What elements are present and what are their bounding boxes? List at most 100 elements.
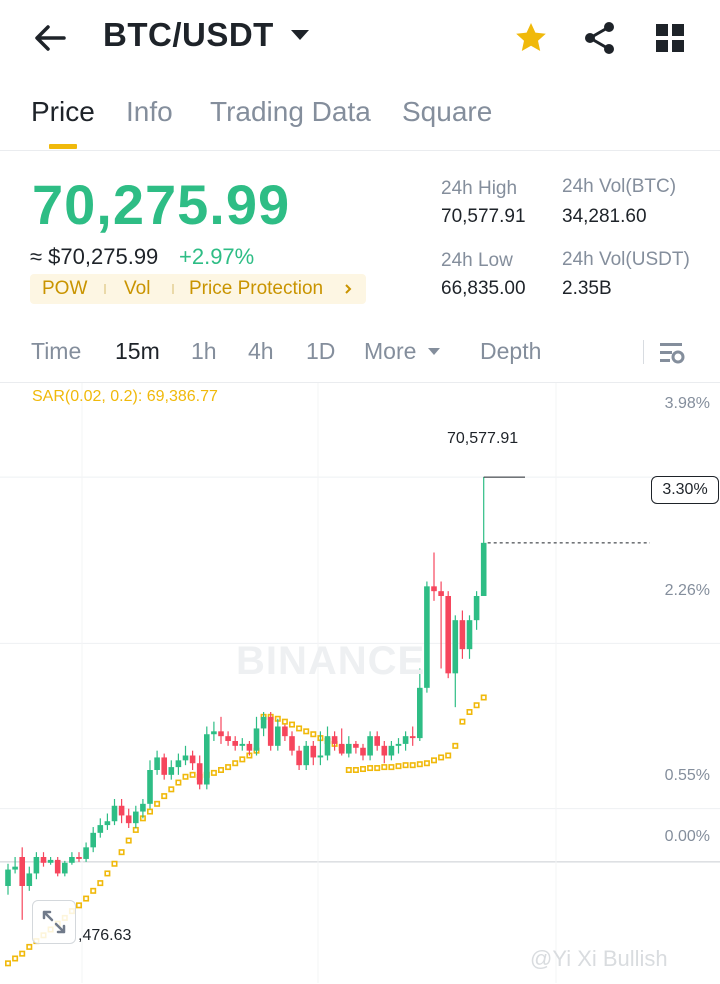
chart-settings-icon[interactable] (656, 337, 688, 369)
timeframe-15m[interactable]: 15m (115, 338, 160, 364)
sar-dot (345, 766, 352, 773)
top-bar: BTC/USDT (0, 0, 720, 78)
tag-vol[interactable]: Vol (124, 278, 151, 299)
candle-body (232, 741, 238, 746)
candle-body (431, 586, 437, 592)
sar-dot (132, 826, 139, 833)
sar-dot (239, 756, 246, 763)
candle-body (76, 857, 82, 859)
sar-dot (445, 752, 452, 759)
stat-24h-high-value: 70,577.91 (441, 206, 526, 227)
expand-chart-button[interactable] (32, 900, 76, 944)
timeframe-1d[interactable]: 1D (306, 338, 336, 364)
timeframe-depth[interactable]: Depth (480, 338, 542, 364)
section-tabs: Price Info Trading Data Square (0, 78, 720, 151)
candle-body (438, 591, 444, 596)
candle-body (196, 763, 203, 785)
sar-dot (218, 766, 225, 773)
sar-dot (352, 766, 359, 773)
sar-dot (423, 760, 430, 767)
share-icon[interactable] (582, 20, 618, 56)
sar-dot (416, 761, 423, 768)
sar-dot (76, 902, 83, 909)
sar-dot (225, 764, 232, 771)
tab-trading-data[interactable]: Trading Data (210, 96, 371, 127)
sar-dot (125, 837, 132, 844)
candlestick-chart[interactable] (0, 383, 720, 983)
sar-dot (118, 849, 125, 856)
low-price-marker: ,476.63 (78, 927, 132, 944)
timeframe-time[interactable]: Time (31, 338, 82, 364)
sar-dot (104, 870, 111, 877)
sar-dot (452, 742, 459, 749)
sar-dot (90, 887, 97, 894)
candle-body (473, 596, 480, 621)
candle-body (338, 743, 345, 754)
candle-body (5, 869, 11, 886)
candle-body (353, 743, 359, 748)
sar-indicator-label: SAR(0.02, 0.2): 69,386.77 (32, 388, 218, 405)
dropdown-caret-icon[interactable] (291, 30, 309, 40)
sar-dot (359, 766, 366, 773)
trading-pair-title[interactable]: BTC/USDT (103, 16, 274, 53)
candle-body (360, 747, 366, 756)
chevron-down-icon[interactable] (428, 348, 440, 355)
tag-pow[interactable]: POW (42, 278, 88, 299)
candle-body (97, 825, 104, 833)
candle-body (381, 745, 388, 756)
star-icon[interactable] (513, 20, 549, 56)
tab-price[interactable]: Price (31, 96, 95, 127)
high-price-marker: 70,577.91 (447, 430, 519, 447)
tab-square[interactable]: Square (402, 96, 493, 127)
timeframe-1h[interactable]: 1h (191, 338, 217, 364)
sar-dot (473, 702, 480, 709)
candle-body (260, 716, 267, 729)
candle-body (118, 805, 125, 816)
candle-body (69, 857, 75, 863)
sar-dot (296, 725, 303, 732)
candle-body (395, 743, 402, 746)
sar-dot (83, 895, 90, 902)
candle-body (480, 542, 487, 596)
stat-24h-low-value: 66,835.00 (441, 278, 526, 299)
timeframe-more[interactable]: More (364, 338, 417, 364)
candle-body (296, 750, 302, 766)
candle-body (161, 757, 167, 775)
sar-dot (459, 718, 466, 725)
sar-dot (374, 765, 381, 772)
sar-dot (154, 800, 161, 807)
candle-body (253, 728, 260, 751)
sar-dot (189, 771, 196, 778)
tag-divider (104, 284, 106, 294)
active-tab-indicator (49, 144, 77, 149)
tab-info[interactable]: Info (126, 96, 173, 127)
candle-body (239, 743, 246, 746)
sar-dot (175, 779, 182, 786)
candle-body (104, 821, 111, 826)
timeframe-4h[interactable]: 4h (248, 338, 274, 364)
grid-icon[interactable] (652, 20, 688, 56)
candle-body (154, 757, 160, 770)
chevron-right-icon[interactable] (343, 283, 353, 295)
candle-body (133, 811, 139, 824)
sar-dot (381, 764, 388, 771)
price-chart[interactable] (0, 382, 720, 984)
candle-body (282, 726, 288, 737)
stat-24h-vol-usdt-value: 2.35B (562, 278, 612, 299)
sar-dot (111, 860, 118, 867)
current-price-marker: 3.30% (651, 476, 719, 504)
candle-body (12, 866, 18, 870)
exchange-watermark: BINANCE (236, 639, 426, 683)
y-axis-label: 2.26% (664, 582, 710, 599)
candle-body (246, 743, 253, 751)
candle-body (26, 873, 33, 886)
stat-24h-vol-btc-value: 34,281.60 (562, 206, 647, 227)
candle-body (83, 847, 89, 859)
back-arrow-icon[interactable] (30, 20, 70, 56)
sar-dot (168, 786, 175, 793)
candle-body (452, 620, 459, 674)
stat-24h-high-label: 24h High (441, 178, 518, 199)
tag-price-protection[interactable]: Price Protection (189, 278, 324, 299)
candle-body (317, 755, 324, 758)
sar-dot (430, 757, 437, 764)
